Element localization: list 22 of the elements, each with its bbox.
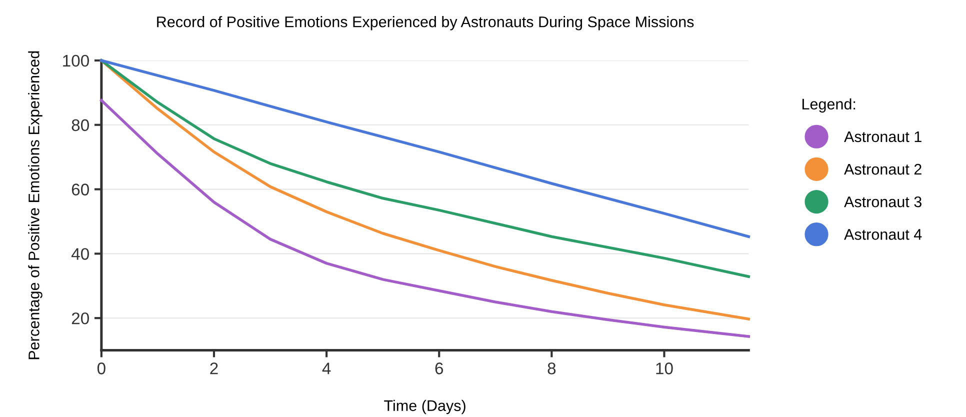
y-tick-label: 40: [71, 248, 89, 260]
x-axis-title: Time (Days): [384, 400, 466, 414]
legend-label: Astronaut 1: [844, 131, 922, 142]
legend-label: Astronaut 2: [844, 164, 922, 175]
x-tick-label: 0: [97, 362, 106, 374]
chart-title: Record of Positive Emotions Experienced by Astronauts During Space Missions: [157, 16, 694, 30]
line-series: [100, 59, 750, 238]
line-series: [100, 59, 750, 278]
legend-label: Astronaut 4: [844, 229, 922, 240]
x-tick-label: 2: [210, 362, 218, 374]
legend-label: Astronaut 3: [844, 196, 922, 208]
y-axis-title: Percentage of Positive Emotions Experienced: [28, 51, 42, 360]
y-tick-label: 60: [72, 184, 89, 196]
y-tick-label: 20: [72, 312, 89, 324]
x-tick-label: 4: [322, 362, 331, 374]
x-tick-label: 6: [435, 362, 444, 374]
line-series: [100, 99, 750, 338]
y-tick-label: 80: [72, 119, 89, 132]
x-tick-label: 10: [656, 362, 673, 374]
legend-title: Legend:: [802, 98, 856, 113]
y-tick-label: 100: [63, 54, 89, 67]
x-tick-label: 8: [548, 362, 556, 374]
